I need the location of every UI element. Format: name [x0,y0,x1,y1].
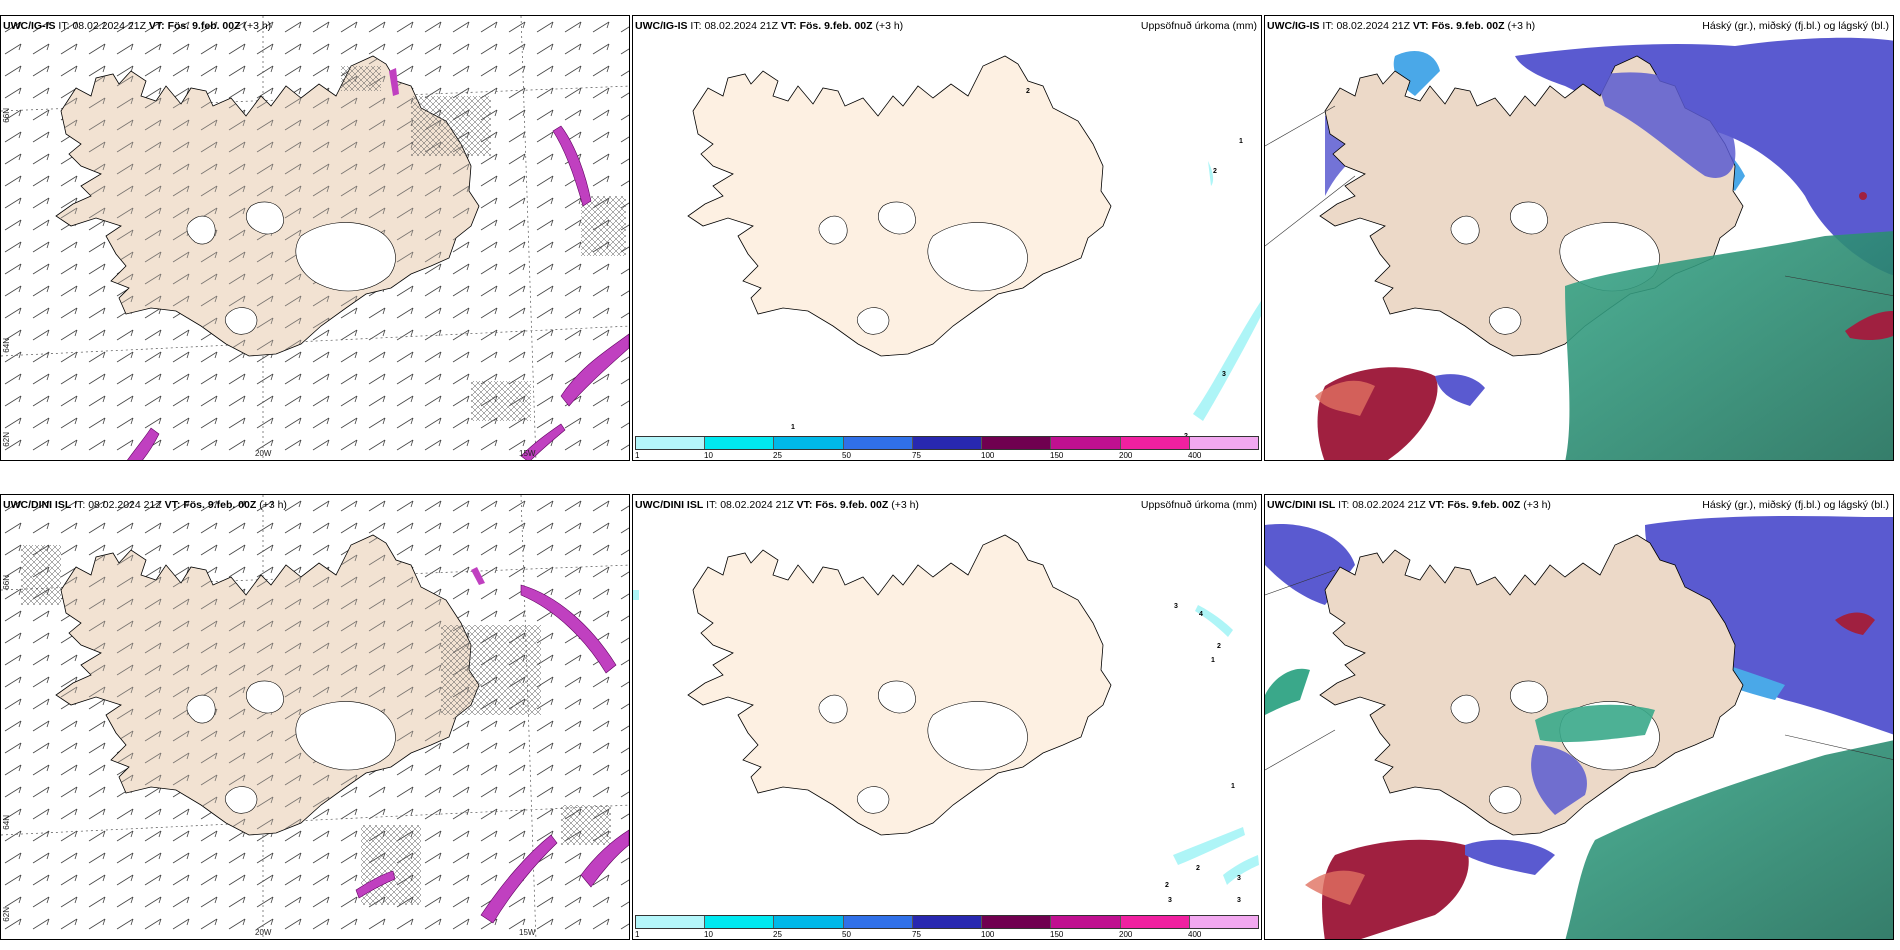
colorbar-tick: 150 [1050,930,1064,939]
panel-header: UWC/IG-IS IT: 08.02.2024 21Z VT: Fös. 9.… [3,20,272,32]
colorbar-segment [843,437,913,449]
colorbar-tick: 1 [635,451,640,460]
colorbar-tick: 100 [981,451,995,460]
precip-number: 2 [1213,168,1217,175]
precip-number: 3 [1174,603,1178,610]
panel-header: UWC/IG-IS IT: 08.02.2024 21Z VT: Fös. 9.… [1267,20,1536,32]
precip-map [687,55,1261,421]
colorbar-segment [1051,916,1121,928]
precip-colorbar [635,436,1259,450]
wind-map [1,495,629,939]
colorbar-segment [1120,437,1190,449]
lat-label-62: 62N [2,907,11,922]
lon-label-20w: 20W [255,928,272,937]
wind-map [1,16,629,460]
panel-row2-wind: UWC/DINI ISL IT: 08.02.2024 21Z VT: Fös.… [0,494,630,940]
precip-title: Uppsöfnuð úrkoma (mm) [1140,499,1257,511]
precip-title: Uppsöfnuð úrkoma (mm) [1140,20,1257,32]
panel-header: UWC/DINI ISL IT: 08.02.2024 21Z VT: Fös.… [1267,499,1551,511]
clouds-map [1265,515,1893,939]
colorbar-segment [774,916,844,928]
precip-number: 2 [1165,882,1169,889]
colorbar-tick: 200 [1119,451,1133,460]
precip-number: 3 [1168,897,1172,904]
panel-header: UWC/DINI ISL IT: 08.02.2024 21Z VT: Fös.… [635,499,919,511]
colorbar-segment [705,437,775,449]
colorbar-segment [912,437,983,449]
lat-label-64: 64N [2,815,11,830]
panel-row1-precip: UWC/IG-IS IT: 08.02.2024 21Z VT: Fös. 9.… [632,15,1262,461]
colorbar-segment [636,437,706,449]
precip-number: 1 [791,424,795,431]
precip-number: 1 [1211,657,1215,664]
colorbar-tick: 50 [842,930,851,939]
clouds-title: Háský (gr.), miðský (fj.bl.) og lágský (… [1702,20,1889,32]
precip-number: 3 [1237,875,1241,882]
colorbar-tick: 25 [773,930,782,939]
panel-row1-clouds: UWC/IG-IS IT: 08.02.2024 21Z VT: Fös. 9.… [1264,15,1894,461]
colorbar-tick: 100 [981,930,995,939]
colorbar-tick: 400 [1188,930,1202,939]
precip-number: 4 [1199,611,1203,618]
lat-label-62: 62N [2,432,11,447]
colorbar-tick: 25 [773,451,782,460]
colorbar-tick: 1 [635,930,640,939]
colorbar-tick: 10 [704,930,713,939]
precip-number: 3 [1222,371,1226,378]
panel-row2-precip: UWC/DINI ISL IT: 08.02.2024 21Z VT: Fös.… [632,494,1262,940]
precip-map [633,534,1259,885]
lon-label-15w: 15W [519,449,536,458]
colorbar-segment [1189,916,1258,928]
colorbar-segment [774,437,844,449]
panel-row1-wind: UWC/IG-IS IT: 08.02.2024 21Z VT: Fös. 9.… [0,15,630,461]
colorbar-segment [1120,916,1190,928]
colorbar-tick: 400 [1188,451,1202,460]
colorbar-tick: 150 [1050,451,1064,460]
colorbar-segment [636,916,706,928]
colorbar-segment [843,916,913,928]
precip-number: 2 [1026,88,1030,95]
lon-label-15w: 15W [519,928,536,937]
lat-label-66: 66N [2,108,11,123]
colorbar-segment [982,437,1052,449]
colorbar-tick: 200 [1119,930,1133,939]
precip-number: 2 [1196,865,1200,872]
clouds-title: Háský (gr.), miðský (fj.bl.) og lágský (… [1702,499,1889,511]
colorbar-segment [982,916,1052,928]
colorbar-tick: 75 [912,930,921,939]
colorbar-segment [705,916,775,928]
panel-header: UWC/IG-IS IT: 08.02.2024 21Z VT: Fös. 9.… [635,20,904,32]
precip-number: 1 [1231,783,1235,790]
colorbar-tick: 75 [912,451,921,460]
colorbar-tick: 50 [842,451,851,460]
precip-number: 3 [1237,897,1241,904]
precip-number: 1 [1239,138,1243,145]
panel-header: UWC/DINI ISL IT: 08.02.2024 21Z VT: Fös.… [3,499,287,511]
panel-row2-clouds: UWC/DINI ISL IT: 08.02.2024 21Z VT: Fös.… [1264,494,1894,940]
colorbar-tick: 10 [704,451,713,460]
clouds-map [1265,37,1893,460]
lon-label-20w: 20W [255,449,272,458]
colorbar-segment [1189,437,1258,449]
precip-colorbar [635,915,1259,929]
colorbar-segment [1051,437,1121,449]
precip-number: 2 [1217,643,1221,650]
lat-label-66: 66N [2,575,11,590]
lat-label-64: 64N [2,338,11,353]
colorbar-segment [912,916,983,928]
